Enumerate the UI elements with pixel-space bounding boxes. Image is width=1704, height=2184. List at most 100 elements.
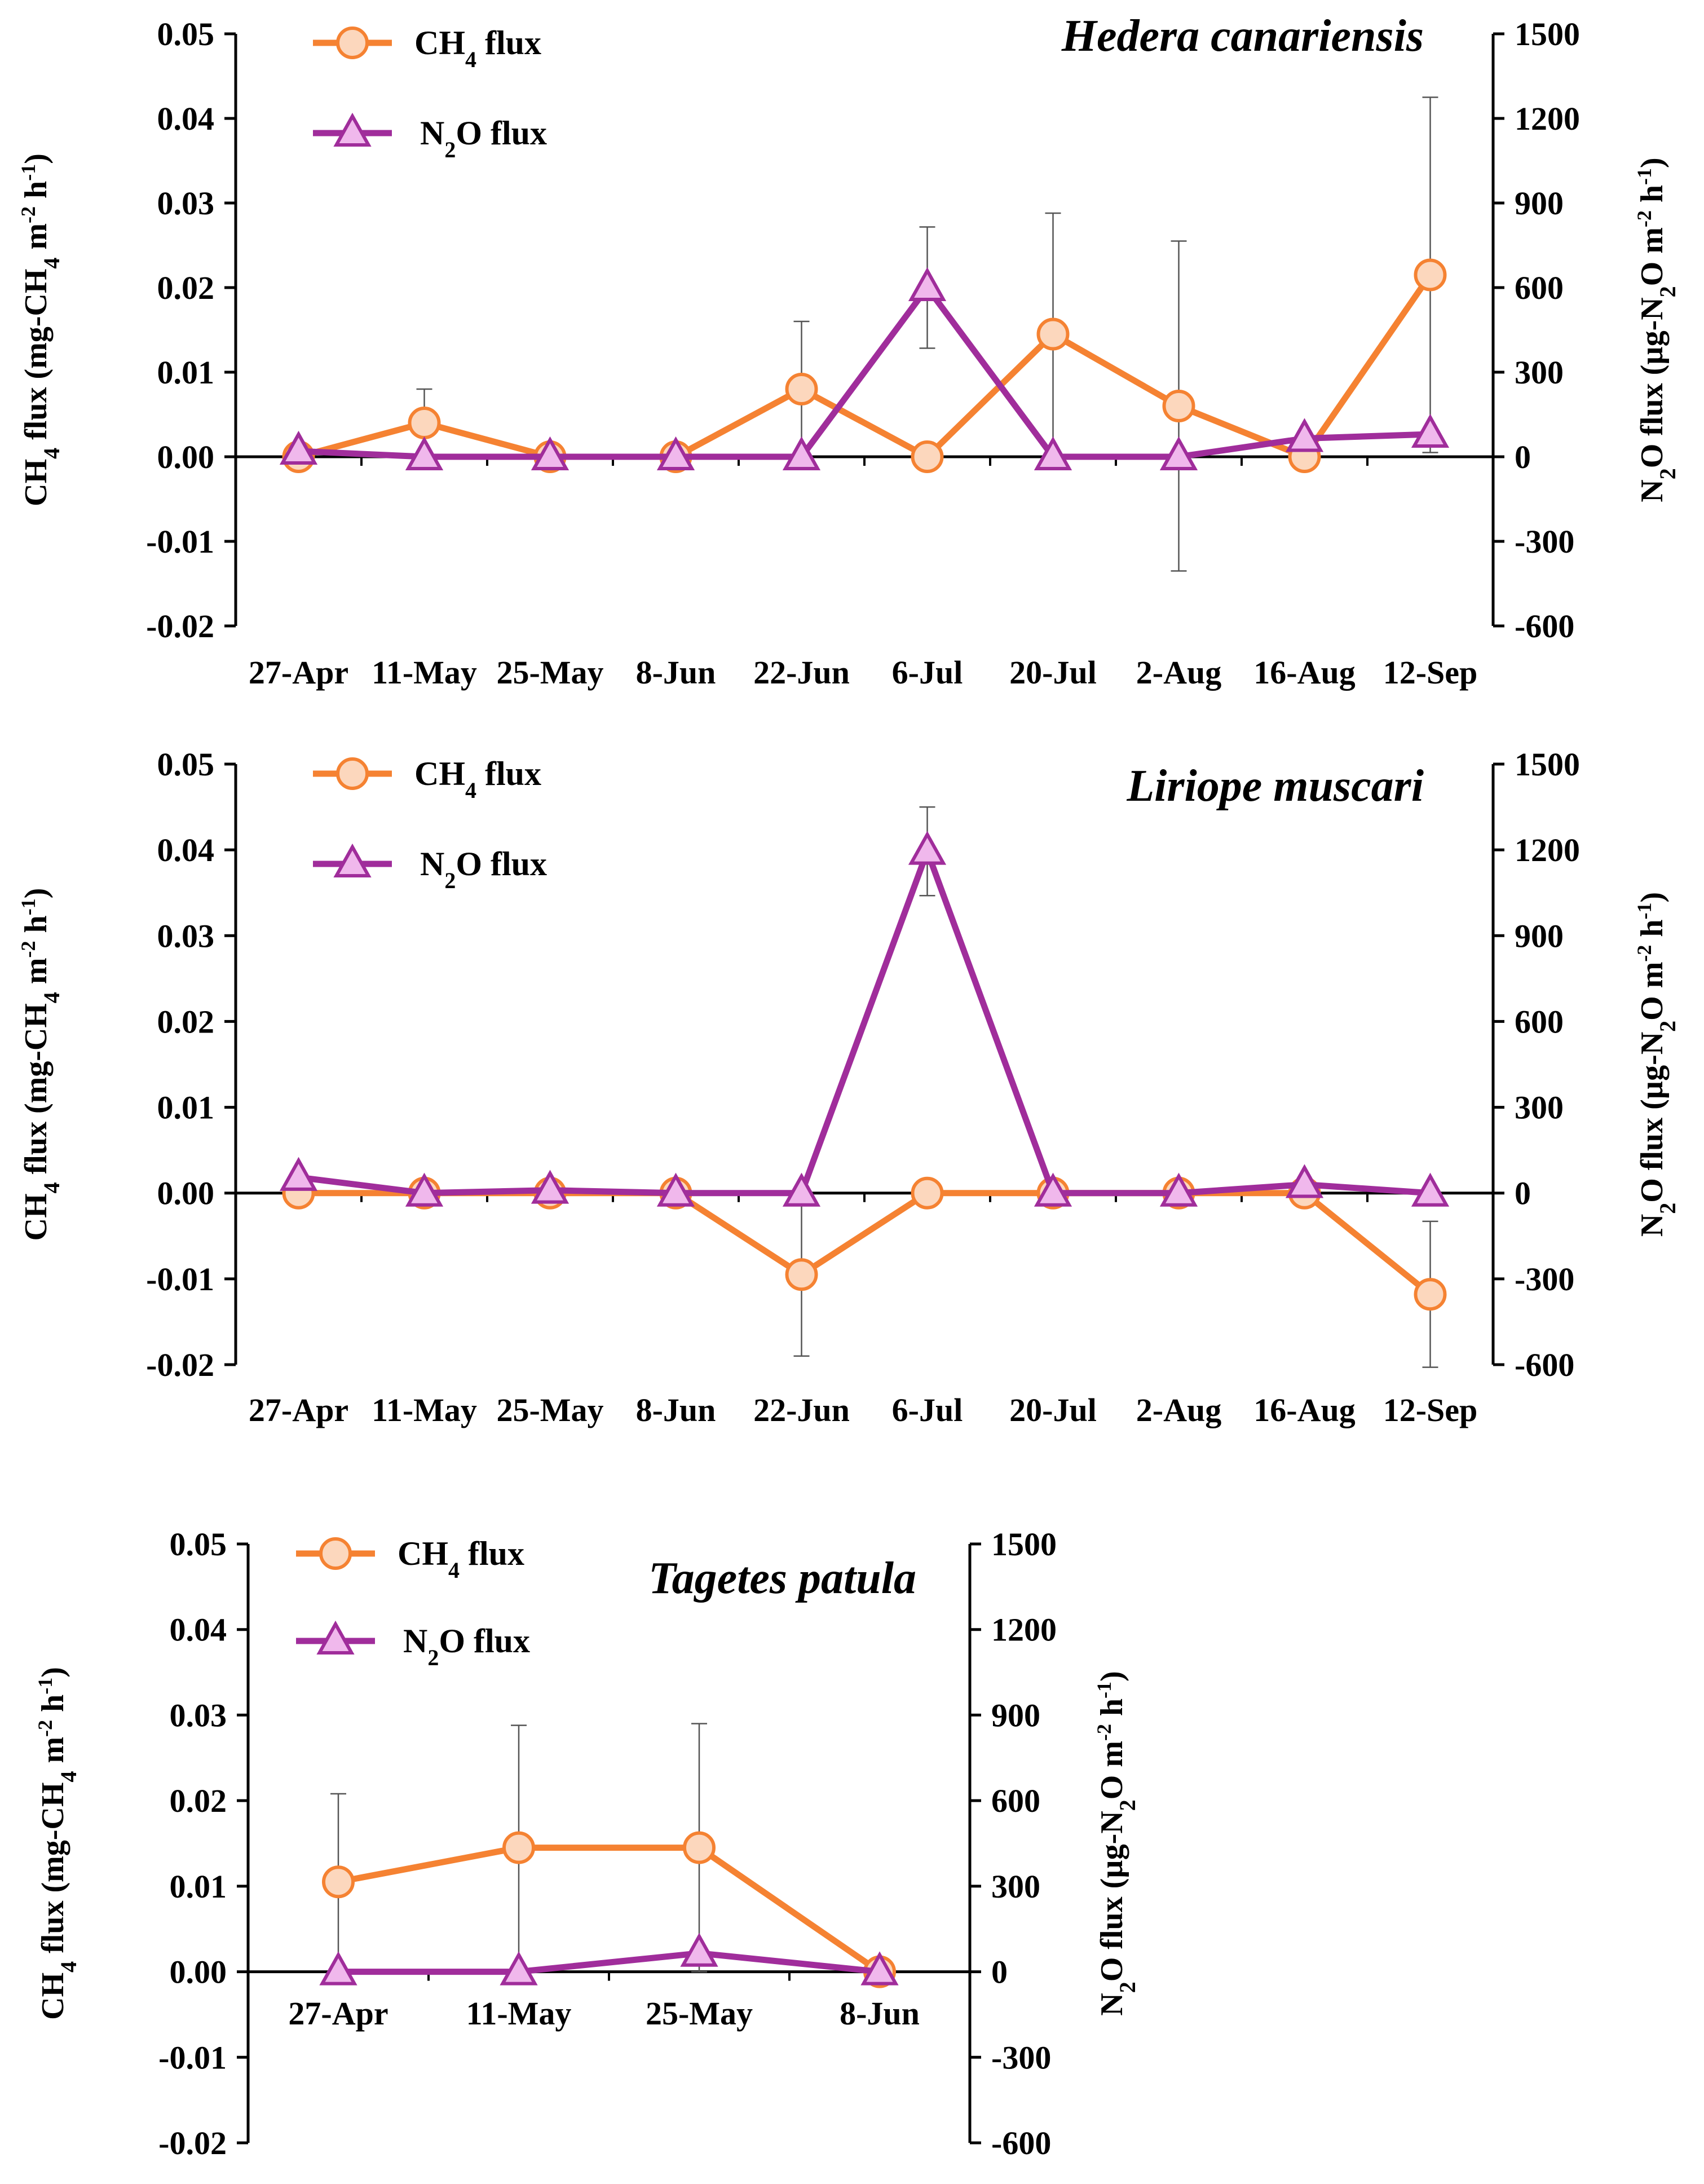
legend-n2o-marker: [316, 1620, 355, 1654]
n2o-series-line: [298, 848, 1431, 1197]
legend-ch4-label: CH4 flux: [414, 24, 541, 72]
left-tick-label: 0.01: [170, 1868, 227, 1905]
right-tick-label: 1500: [991, 1526, 1057, 1563]
x-tick-label: 2-Aug: [1136, 1392, 1221, 1428]
left-tick-label: 0.02: [157, 1003, 215, 1040]
ch4-series-line: [298, 1190, 1432, 1297]
x-tick-label: 12-Sep: [1383, 1392, 1478, 1428]
n2o-point: [1285, 1164, 1324, 1198]
n2o-point: [1034, 436, 1072, 470]
n2o-point: [531, 1170, 570, 1204]
n2o-series-line: [298, 284, 1431, 460]
left-tick-label: 0.00: [157, 439, 215, 475]
left-tick-label: 0.05: [157, 16, 215, 52]
left-tick-label: 0.01: [157, 354, 215, 391]
x-tick-label: 25-May: [646, 1995, 753, 2032]
x-tick-label: 16-Aug: [1253, 1392, 1355, 1428]
ch4-series-line: [337, 1845, 882, 1975]
n2o-point: [279, 1157, 318, 1191]
left-tick-label: 0.05: [157, 746, 215, 783]
right-tick-label: 1500: [1515, 746, 1580, 783]
x-tick-label: 25-May: [496, 1392, 603, 1428]
n2o-point: [1159, 436, 1198, 470]
left-tick-label: 0.04: [157, 100, 215, 137]
x-tick-label: 20-Jul: [1009, 654, 1097, 691]
panel-title: Tagetes patula: [648, 1554, 916, 1603]
n2o-point: [1411, 413, 1450, 448]
n2o-point: [908, 831, 947, 865]
x-tick-label: 6-Jul: [892, 1392, 963, 1428]
n2o-point: [1285, 418, 1324, 452]
n2o-series-line: [338, 1950, 880, 1975]
left-tick-label: 0.05: [170, 1526, 227, 1563]
left-axis-title: CH4 flux (mg-CH4 m-2 h-1): [34, 1667, 81, 2020]
right-tick-label: -600: [1515, 1347, 1574, 1383]
right-tick-label: 1200: [1515, 832, 1580, 868]
right-axis-title: N2O flux (µg-N2O m-2 h-1): [1633, 157, 1680, 502]
right-tick-label: 600: [1515, 270, 1564, 306]
x-tick-label: 8-Jun: [636, 1392, 716, 1428]
legend-n2o-label: N2O flux: [403, 1622, 530, 1670]
right-tick-label: 300: [1515, 354, 1564, 391]
x-tick-label: 27-Apr: [249, 654, 348, 691]
n2o-point: [782, 1172, 821, 1207]
left-tick-label: 0.00: [170, 1954, 227, 1991]
right-axis-title: N2O flux (µg-N2O m-2 h-1): [1093, 1671, 1140, 2015]
right-tick-label: 600: [991, 1783, 1040, 1819]
left-tick-label: -0.01: [146, 1261, 214, 1298]
n2o-point: [279, 430, 318, 465]
left-tick-label: 0.02: [157, 270, 215, 306]
left-tick-label: 0.03: [157, 917, 215, 954]
left-tick-label: 0.04: [157, 832, 215, 868]
right-tick-label: -600: [991, 2125, 1051, 2161]
n2o-point: [656, 1172, 695, 1207]
chart-panel-1: 0.05 0.04 0.03 0.02 0.01 0.00 -0.01 -0.02 1500 12…: [17, 11, 1680, 691]
left-tick-label: -0.02: [146, 1347, 214, 1383]
x-tick-label: 16-Aug: [1253, 654, 1355, 691]
ch4-point: [785, 373, 818, 405]
x-tick-label: 6-Jul: [892, 654, 963, 691]
n2o-point: [405, 436, 444, 470]
ch4-point: [322, 1865, 355, 1899]
legend-ch4-marker: [336, 757, 369, 790]
n2o-point: [531, 436, 570, 470]
n2o-point: [1034, 1172, 1072, 1207]
right-tick-label: 300: [991, 1868, 1040, 1905]
ch4-point: [1162, 390, 1195, 422]
chart-panel-2: 0.05 0.04 0.03 0.02 0.01 0.00 -0.01 -0.02 1500 12…: [17, 746, 1680, 1428]
left-tick-label: -0.02: [146, 608, 214, 645]
n2o-point: [319, 1951, 357, 1986]
legend-ch4-marker: [336, 27, 369, 59]
n2o-point: [405, 1172, 444, 1207]
right-tick-label: 900: [1515, 185, 1564, 222]
legend-ch4-marker: [319, 1537, 352, 1570]
right-tick-label: 1200: [991, 1612, 1057, 1648]
x-tick-label: 12-Sep: [1383, 654, 1478, 691]
n2o-point: [680, 1932, 718, 1967]
right-tick-label: -300: [1515, 523, 1574, 560]
left-tick-label: -0.02: [158, 2125, 227, 2161]
ch4-point: [1414, 258, 1447, 292]
right-tick-label: 0: [1515, 439, 1531, 475]
legend-ch4-label: CH4 flux: [398, 1535, 524, 1583]
legend-n2o-marker: [333, 112, 372, 147]
x-tick-label: 22-Jun: [753, 1392, 850, 1428]
x-tick-label: 8-Jun: [636, 654, 716, 691]
x-tick-label: 11-May: [372, 654, 477, 691]
ch4-point: [683, 1831, 716, 1864]
right-tick-label: 1200: [1515, 100, 1580, 137]
right-tick-label: -300: [1515, 1261, 1574, 1298]
right-tick-label: 900: [991, 1697, 1040, 1733]
x-tick-label: 11-May: [466, 1995, 572, 2032]
n2o-point: [782, 436, 821, 470]
right-tick-label: 0: [991, 1954, 1008, 1991]
x-tick-label: 27-Apr: [249, 1392, 348, 1428]
left-tick-label: -0.01: [158, 2039, 227, 2076]
right-tick-label: 900: [1515, 917, 1564, 954]
n2o-point: [860, 1951, 899, 1986]
left-tick-label: 0.03: [170, 1697, 227, 1733]
x-tick-label: 8-Jun: [840, 1995, 920, 2032]
left-tick-label: 0.04: [170, 1612, 227, 1648]
ch4-point: [785, 1258, 818, 1291]
